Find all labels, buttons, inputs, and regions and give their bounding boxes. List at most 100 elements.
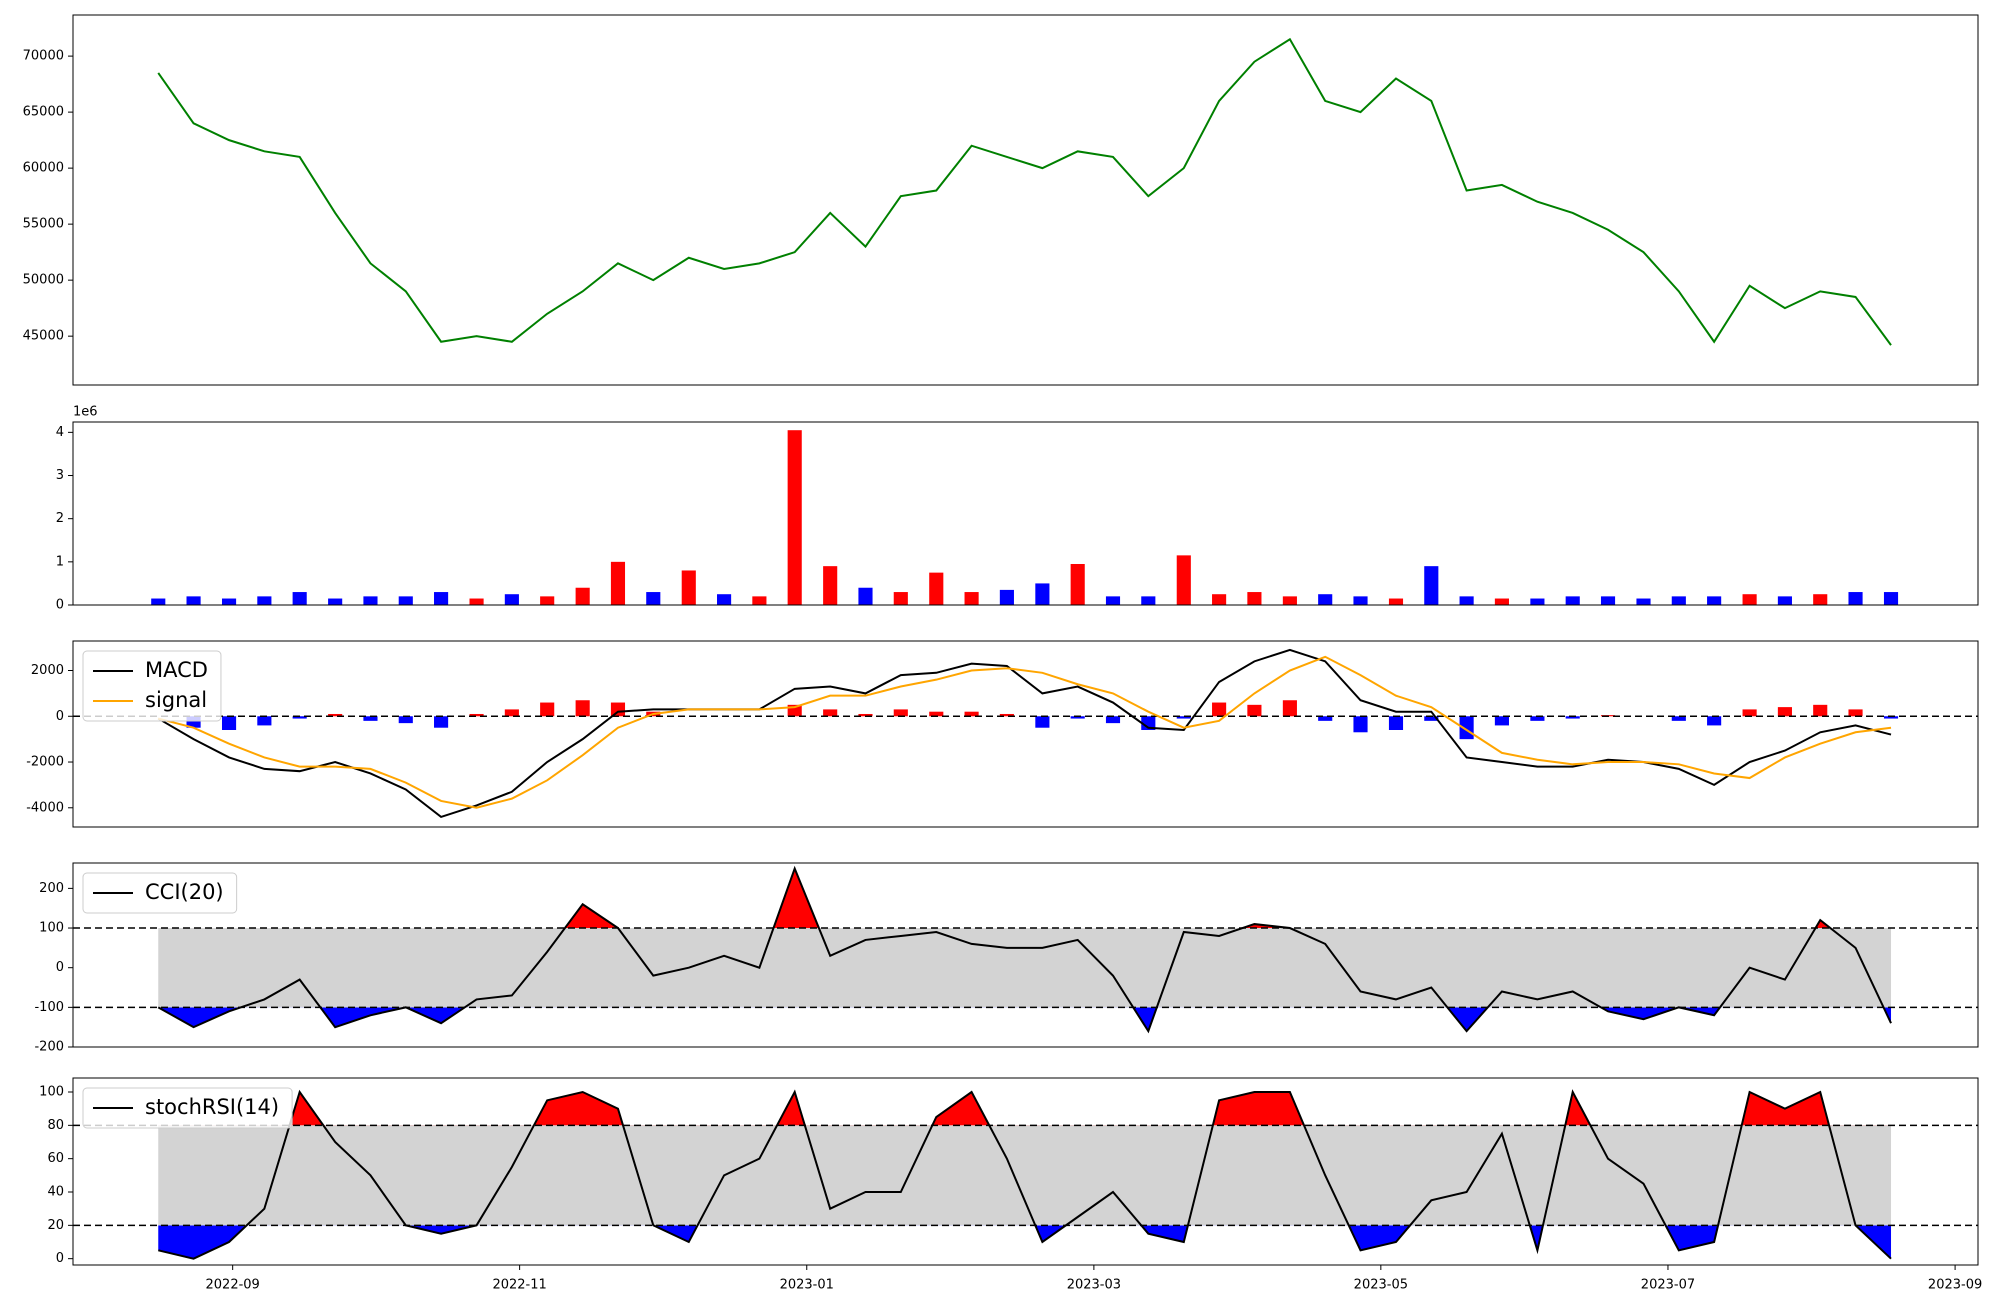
bar	[151, 598, 166, 605]
x-tick-label: 2023-07	[1641, 1278, 1695, 1293]
bar	[1282, 596, 1297, 605]
bar	[1600, 596, 1616, 605]
legend-label: signal	[145, 688, 207, 712]
y-tick-label: 40	[47, 1185, 64, 1200]
bar	[999, 713, 1014, 717]
overbought-fill	[158, 1092, 1892, 1126]
panel: -200 -100 0 100 200 CCI(20)	[34, 862, 1979, 1055]
neutral-band	[158, 928, 1892, 1008]
bar	[964, 592, 979, 605]
y-tick-label: 80	[47, 1118, 64, 1133]
y-tick-label: 4	[56, 425, 64, 440]
x-tick-label: 2023-03	[1067, 1278, 1121, 1293]
bar	[1388, 598, 1404, 605]
bar	[1742, 709, 1757, 717]
y-tick-label: 0	[56, 1251, 64, 1266]
bar	[1247, 704, 1262, 717]
bar	[1813, 594, 1828, 605]
bar	[999, 589, 1014, 605]
bar	[221, 598, 237, 605]
bar	[328, 713, 343, 717]
bar	[681, 570, 696, 605]
bar	[434, 592, 449, 605]
bar	[893, 592, 908, 605]
bar	[858, 587, 873, 605]
bar	[398, 716, 413, 724]
offset-label: 1e6	[73, 405, 98, 420]
axes-frame	[72, 14, 1979, 386]
legend-frame	[82, 872, 238, 914]
x-tick-label: 2022-09	[206, 1278, 260, 1293]
bar	[1707, 716, 1722, 726]
bar	[257, 716, 272, 726]
bar	[1318, 716, 1333, 721]
axes-frame	[72, 862, 1979, 1048]
legend: MACD signal	[82, 650, 222, 722]
bar	[1035, 583, 1050, 605]
y-tick-label: 70000	[23, 49, 64, 64]
legend-label: MACD	[145, 658, 208, 682]
legend-frame	[82, 650, 222, 722]
bar	[1883, 592, 1899, 605]
bar	[1530, 716, 1545, 721]
bar	[398, 596, 413, 605]
axes-frame	[72, 421, 1979, 606]
bar	[1318, 594, 1333, 605]
bar	[1813, 704, 1828, 717]
bar	[823, 566, 838, 605]
y-tick-label: -4000	[26, 800, 64, 815]
y-tick-label: 50000	[23, 273, 64, 288]
bar	[752, 596, 767, 605]
bar	[1494, 716, 1509, 726]
bar	[257, 596, 272, 605]
bar	[787, 704, 802, 717]
y-tick-label: 2000	[31, 663, 64, 678]
x-tick-label: 2023-09	[1928, 1278, 1982, 1293]
bar	[1353, 716, 1368, 733]
y-tick-label: 3	[56, 468, 64, 483]
y-tick-label: 65000	[23, 105, 64, 120]
series-line	[158, 1089, 1892, 1260]
bar	[1565, 596, 1580, 605]
bar	[858, 713, 873, 717]
bar	[1212, 594, 1227, 605]
y-tick-label: 200	[39, 881, 64, 896]
bar	[1848, 592, 1863, 605]
axes-frame	[72, 1077, 1979, 1266]
bar	[292, 592, 307, 605]
legend: CCI(20)	[82, 872, 238, 914]
bar	[1777, 596, 1792, 605]
bar	[1671, 716, 1686, 721]
bar	[1707, 596, 1722, 605]
bar	[434, 716, 449, 728]
bar	[504, 594, 519, 605]
bar	[1671, 596, 1686, 605]
bar	[964, 711, 979, 717]
y-tick-label: 0	[56, 598, 64, 613]
bar	[504, 709, 519, 717]
bar	[1777, 707, 1792, 717]
bar	[292, 716, 307, 719]
bar	[363, 596, 378, 605]
bar	[1424, 566, 1439, 605]
bar	[717, 594, 732, 605]
panel: 45000 50000 55000 60000 65000 70000	[23, 14, 1979, 386]
bar	[1459, 596, 1474, 605]
bar	[823, 709, 838, 717]
y-tick-label: 2	[56, 511, 64, 526]
x-tick-label: 2023-01	[780, 1278, 834, 1293]
bar	[1424, 716, 1439, 721]
bar	[610, 702, 626, 717]
bar	[1176, 555, 1191, 605]
series-line	[157, 37, 1892, 346]
bar	[1070, 716, 1085, 719]
bar	[1141, 596, 1156, 605]
panel: -4000 -2000 0 2000 MACD signal	[26, 640, 1979, 828]
bar	[1494, 598, 1509, 605]
bar	[1105, 596, 1121, 605]
bar	[929, 711, 944, 717]
overbought-fill	[158, 868, 1892, 929]
bar	[469, 598, 484, 605]
bar	[1035, 716, 1050, 728]
series-line	[158, 655, 1892, 809]
